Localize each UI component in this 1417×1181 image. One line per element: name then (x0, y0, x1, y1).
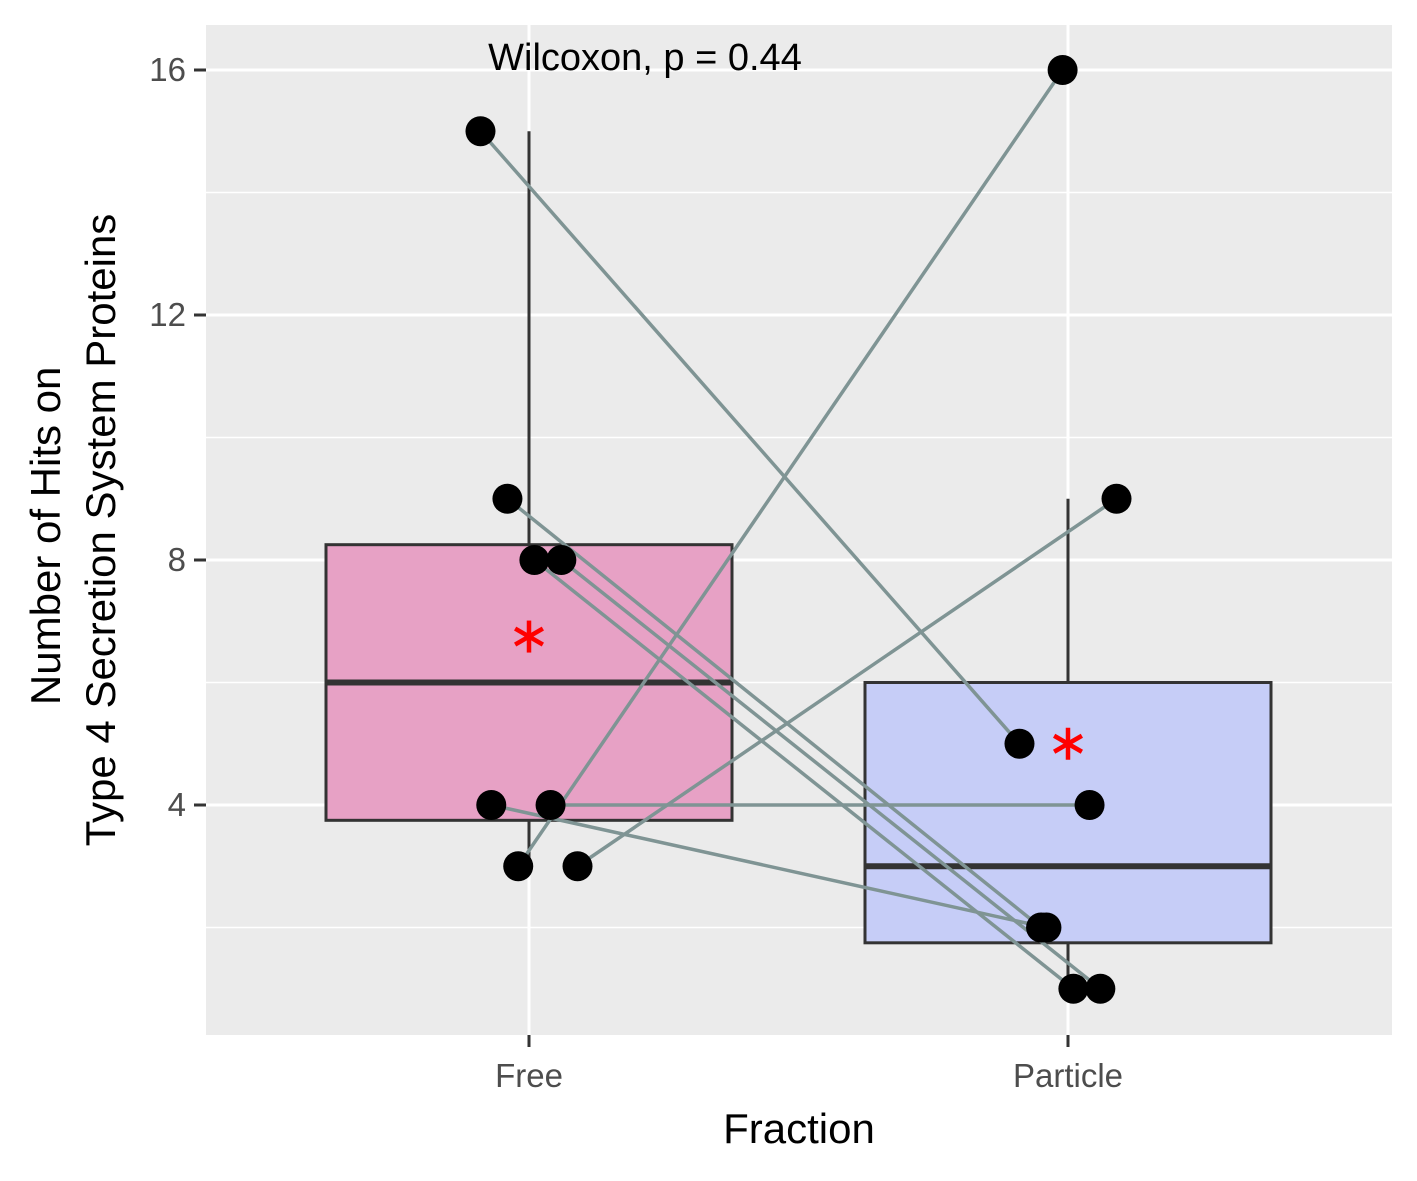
mean-marker-stroke (1053, 733, 1083, 754)
pair-line (576, 497, 1118, 868)
pair-line (533, 558, 1075, 991)
point-particle (1047, 55, 1078, 85)
pair-line (560, 558, 1102, 991)
x-axis: Free Particle (495, 1035, 1123, 1094)
y-tick-label: 8 (168, 541, 186, 578)
x-axis-title: Fraction (723, 1105, 875, 1152)
y-axis-title-line-2: Type 4 Secretion System Proteins (77, 214, 124, 847)
pair-lines (479, 69, 1118, 991)
box-iqr (863, 681, 1273, 945)
pair-line (490, 803, 1047, 930)
y-tick-label: 12 (149, 296, 186, 333)
mean-markers (514, 620, 1083, 760)
y-tick-label: 16 (149, 51, 186, 88)
point-free (465, 116, 496, 147)
boxplot-particle (863, 498, 1273, 989)
point-particle (1101, 483, 1132, 514)
x-tick-label: Free (495, 1057, 563, 1094)
wilcoxon-annotation: Wilcoxon, p = 0.44 (488, 37, 802, 79)
point-free (503, 851, 534, 882)
boxplot-free (324, 131, 734, 867)
point-free (519, 545, 550, 575)
pair-line (479, 130, 1021, 745)
y-tick-label: 4 (168, 786, 186, 823)
pair-line (506, 497, 1043, 929)
boxplots (324, 131, 1273, 989)
point-free (535, 790, 566, 820)
y-axis-title: Number of Hits on Type 4 Secretion Syste… (22, 214, 124, 847)
pair-line (516, 69, 1065, 868)
y-axis-title-line-1: Number of Hits on (22, 367, 69, 705)
point-free (546, 545, 577, 575)
mean-marker-particle (1053, 727, 1083, 760)
mean-marker-stroke (514, 626, 544, 647)
point-free (492, 483, 523, 514)
point-particle (1031, 912, 1062, 943)
point-particle (1085, 973, 1116, 1004)
data-points (465, 55, 1132, 1004)
mean-marker-free (514, 620, 544, 653)
x-tick-label: Particle (1013, 1057, 1123, 1094)
point-free (562, 851, 593, 882)
point-particle (1004, 728, 1035, 759)
point-particle (1058, 973, 1089, 1004)
point-free (476, 790, 507, 820)
point-particle (1074, 790, 1105, 820)
y-axis: 4 8 12 16 (149, 51, 206, 823)
